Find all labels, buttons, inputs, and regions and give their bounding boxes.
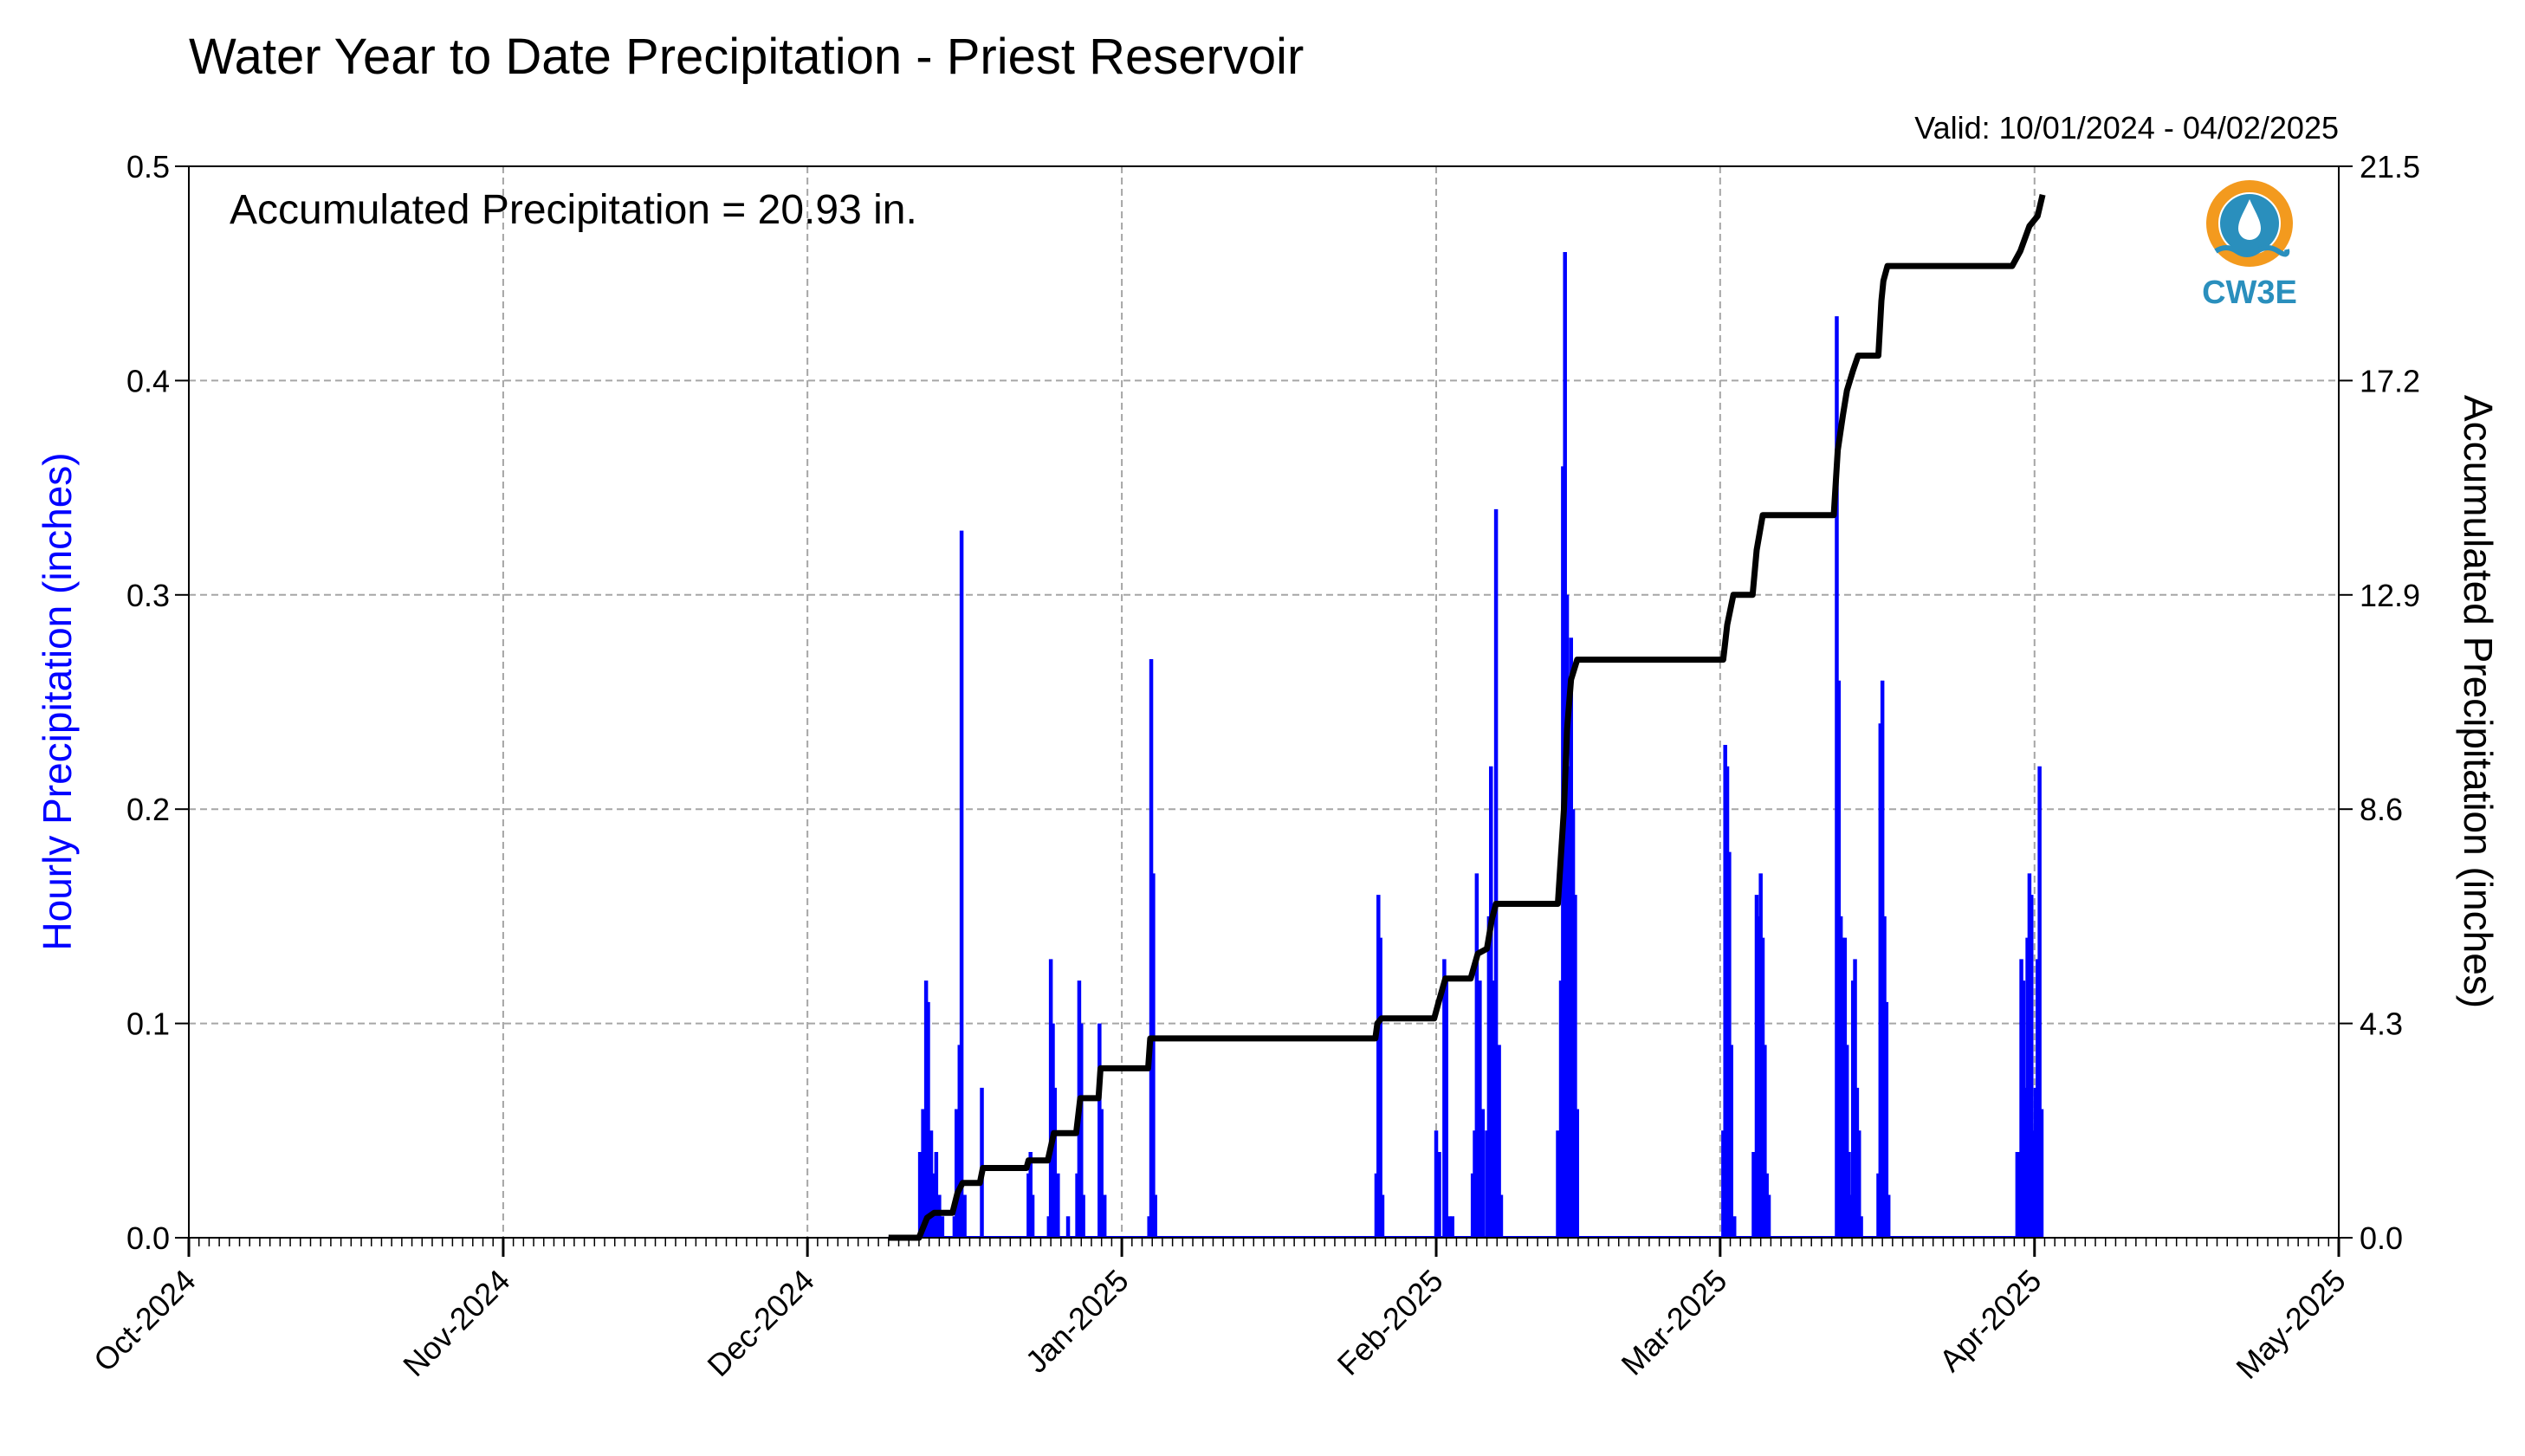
y-left-tick-label: 0.4	[126, 363, 170, 398]
plot-frame	[188, 165, 2340, 1239]
logo-text: CW3E	[2202, 275, 2297, 311]
y-right-tick-label: 17.2	[2360, 363, 2420, 398]
accumulated-annotation: Accumulated Precipitation = 20.93 in.	[230, 187, 917, 233]
x-tick-label: Dec-2024	[700, 1263, 820, 1383]
hourly-bars	[888, 251, 2044, 1238]
x-axis: Oct-2024 Nov-2024 Dec-2024 Jan-2025 Feb-2025…	[87, 1238, 2353, 1386]
x-tick-label: Feb-2025	[1330, 1263, 1450, 1382]
y-left-tick-label: 0.2	[126, 792, 170, 827]
cw3e-logo: CW3E	[2202, 180, 2297, 311]
x-tick-label: Jan-2025	[1019, 1263, 1136, 1380]
x-tick-label: May-2025	[2229, 1263, 2352, 1386]
valid-range: Valid: 10/01/2024 - 04/02/2025	[1914, 110, 2339, 146]
x-tick-label: Mar-2025	[1615, 1263, 1734, 1382]
x-tick-label: Oct-2024	[87, 1263, 203, 1379]
x-tick-label: Apr-2025	[1933, 1263, 2049, 1379]
chart-title: Water Year to Date Precipitation - Pries…	[189, 29, 1304, 85]
logo-drop-icon	[2238, 199, 2261, 240]
y-left-tick-label: 0.0	[126, 1220, 170, 1256]
y-left-tick-label: 0.1	[126, 1006, 170, 1042]
x-tick-label: Nov-2024	[396, 1263, 516, 1383]
y-left-tick-label: 0.5	[126, 149, 170, 184]
y-right-tick-label: 0.0	[2360, 1220, 2403, 1256]
y-axis-left: 0.0 0.1 0.2 0.3 0.4 0.5	[126, 149, 189, 1256]
grid-lines	[189, 166, 2339, 1238]
logo-sun-ring	[2206, 180, 2293, 267]
y-right-tick-label: 4.3	[2360, 1006, 2403, 1042]
y-right-tick-label: 8.6	[2360, 792, 2403, 827]
x-minor-ticks	[188, 1238, 2340, 1246]
y-axis-left-label: Hourly Precipitation (inches)	[35, 452, 80, 950]
y-axis-right: 0.0 4.3 8.6 12.9 17.2 21.5	[2339, 149, 2420, 1256]
y-left-tick-label: 0.3	[126, 578, 170, 613]
accumulated-line	[888, 193, 2046, 1241]
y-axis-right-label: Accumulated Precipitation (inches)	[2456, 395, 2501, 1008]
logo-wave-icon	[2214, 245, 2290, 257]
y-right-tick-label: 12.9	[2360, 578, 2420, 613]
y-right-tick-label: 21.5	[2360, 149, 2420, 184]
